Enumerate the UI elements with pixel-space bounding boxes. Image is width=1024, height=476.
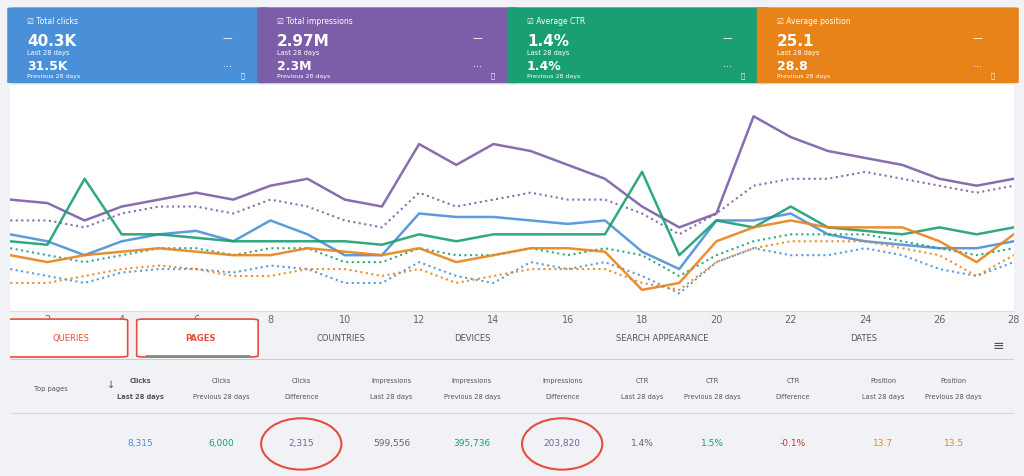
Text: QUERIES: QUERIES xyxy=(52,334,89,343)
Text: 1.4%: 1.4% xyxy=(631,439,654,448)
Text: ⦾: ⦾ xyxy=(241,73,245,79)
Text: 1.4%: 1.4% xyxy=(527,34,569,50)
Text: ≡: ≡ xyxy=(992,339,1004,353)
Text: Last 28 days: Last 28 days xyxy=(862,395,904,400)
Text: Previous 28 days: Previous 28 days xyxy=(28,74,81,79)
Text: -0.1%: -0.1% xyxy=(780,439,806,448)
Text: ☑ Total clicks: ☑ Total clicks xyxy=(28,17,78,26)
Text: DEVICES: DEVICES xyxy=(454,334,490,343)
Text: —: — xyxy=(723,33,732,43)
Text: SEARCH APPEARANCE: SEARCH APPEARANCE xyxy=(616,334,709,343)
Text: —: — xyxy=(223,33,232,43)
FancyBboxPatch shape xyxy=(507,7,769,83)
Text: ☑ Average CTR: ☑ Average CTR xyxy=(527,17,586,26)
Text: Last 28 days: Last 28 days xyxy=(777,50,819,56)
Text: Last 28 days: Last 28 days xyxy=(118,395,164,400)
Text: Difference: Difference xyxy=(284,395,318,400)
Text: 2,315: 2,315 xyxy=(289,439,314,448)
Text: CTR: CTR xyxy=(786,378,800,384)
Text: Top pages: Top pages xyxy=(34,387,68,392)
Text: ☑ Total impressions: ☑ Total impressions xyxy=(278,17,353,26)
Text: Previous 28 days: Previous 28 days xyxy=(193,395,249,400)
Text: 8,315: 8,315 xyxy=(128,439,154,448)
Text: ...: ... xyxy=(223,59,232,69)
Text: PAGES: PAGES xyxy=(185,334,216,343)
FancyBboxPatch shape xyxy=(7,7,269,83)
Text: 13.7: 13.7 xyxy=(873,439,893,448)
Text: 2.97M: 2.97M xyxy=(278,34,330,50)
Text: —: — xyxy=(973,33,982,43)
Text: Previous 28 days: Previous 28 days xyxy=(278,74,331,79)
Text: Last 28 days: Last 28 days xyxy=(371,395,413,400)
Text: Previous 28 days: Previous 28 days xyxy=(926,395,982,400)
Text: Difference: Difference xyxy=(776,395,810,400)
Text: Position: Position xyxy=(940,378,967,384)
Text: Last 28 days: Last 28 days xyxy=(622,395,664,400)
Text: CTR: CTR xyxy=(706,378,720,384)
Text: COUNTRIES: COUNTRIES xyxy=(317,334,366,343)
Text: ...: ... xyxy=(973,59,982,69)
Text: ⦾: ⦾ xyxy=(490,73,495,79)
Text: ↓: ↓ xyxy=(106,379,115,389)
FancyBboxPatch shape xyxy=(257,7,519,83)
Text: 599,556: 599,556 xyxy=(373,439,411,448)
Text: 40.3K: 40.3K xyxy=(28,34,77,50)
Text: ...: ... xyxy=(723,59,732,69)
Text: Clicks: Clicks xyxy=(130,378,152,384)
Text: 1.4%: 1.4% xyxy=(527,60,562,73)
FancyBboxPatch shape xyxy=(6,319,128,357)
Text: ⦾: ⦾ xyxy=(740,73,744,79)
Text: Impressions: Impressions xyxy=(542,378,583,384)
Text: ☑ Average position: ☑ Average position xyxy=(777,17,851,26)
Text: 395,736: 395,736 xyxy=(454,439,490,448)
Text: 25.1: 25.1 xyxy=(777,34,814,50)
Text: 31.5K: 31.5K xyxy=(28,60,68,73)
Text: Previous 28 days: Previous 28 days xyxy=(443,395,500,400)
Text: Position: Position xyxy=(870,378,896,384)
Text: Impressions: Impressions xyxy=(372,378,412,384)
FancyBboxPatch shape xyxy=(136,319,258,357)
Text: Clicks: Clicks xyxy=(211,378,230,384)
Text: Previous 28 days: Previous 28 days xyxy=(684,395,741,400)
Text: Last 28 days: Last 28 days xyxy=(527,50,569,56)
FancyBboxPatch shape xyxy=(757,7,1019,83)
Text: Difference: Difference xyxy=(545,395,580,400)
Text: CTR: CTR xyxy=(636,378,649,384)
Text: Previous 28 days: Previous 28 days xyxy=(777,74,830,79)
Text: ⦾: ⦾ xyxy=(990,73,994,79)
Text: Last 28 days: Last 28 days xyxy=(278,50,319,56)
Text: 28.8: 28.8 xyxy=(777,60,808,73)
Text: 203,820: 203,820 xyxy=(544,439,581,448)
Text: Clicks: Clicks xyxy=(292,378,311,384)
Text: 13.5: 13.5 xyxy=(943,439,964,448)
Text: ...: ... xyxy=(473,59,482,69)
Text: Last 28 days: Last 28 days xyxy=(28,50,70,56)
Text: 2.3M: 2.3M xyxy=(278,60,311,73)
Text: Previous 28 days: Previous 28 days xyxy=(527,74,581,79)
Text: 6,000: 6,000 xyxy=(208,439,233,448)
Text: DATES: DATES xyxy=(850,334,877,343)
Text: Impressions: Impressions xyxy=(452,378,492,384)
Text: —: — xyxy=(473,33,482,43)
Text: 1.5%: 1.5% xyxy=(701,439,724,448)
